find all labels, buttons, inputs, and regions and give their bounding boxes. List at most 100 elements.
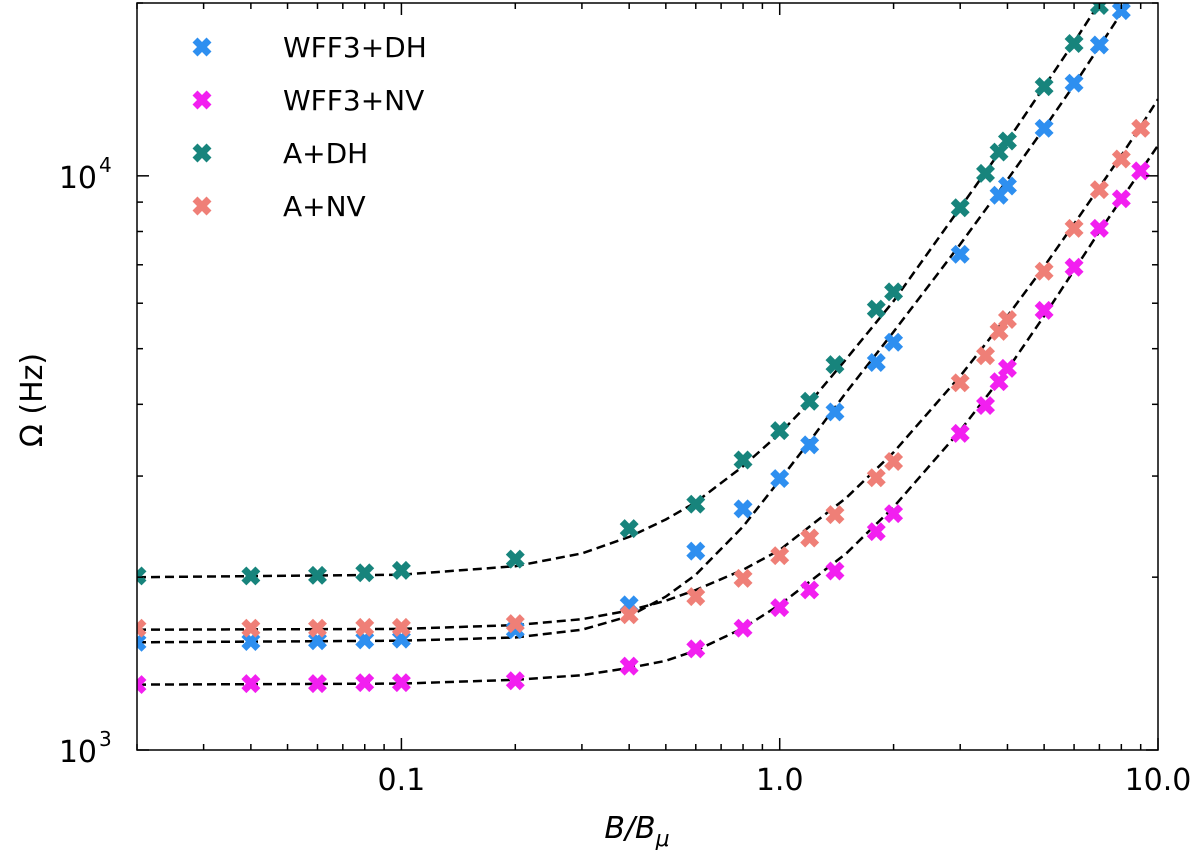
legend-marker-3 — [192, 196, 212, 216]
data-point-s2-2 — [308, 565, 327, 585]
data-point-s3-21 — [1111, 149, 1131, 169]
legend-label-2: A+DH — [283, 137, 368, 170]
data-point-s2-7 — [686, 494, 706, 514]
data-point-s1-22 — [1131, 161, 1151, 181]
data-point-s2-12 — [866, 299, 886, 319]
data-point-s2-9 — [770, 421, 790, 441]
data-point-s0-17 — [1034, 118, 1054, 138]
data-point-s1-0 — [137, 675, 147, 695]
data-point-s2-6 — [619, 519, 639, 539]
data-point-s0-10 — [800, 435, 820, 455]
data-point-s3-20 — [1089, 180, 1109, 200]
x-tick-label-0: 0.1 — [378, 763, 426, 798]
data-point-s3-1 — [241, 618, 261, 638]
data-point-s1-17 — [997, 358, 1017, 378]
y-tick-exp-1: 4 — [99, 153, 112, 177]
data-point-s3-4 — [391, 617, 411, 637]
data-point-s3-6 — [619, 605, 639, 625]
data-point-s3-10 — [800, 528, 820, 548]
data-point-s2-13 — [884, 282, 904, 302]
data-point-s0-16 — [997, 176, 1017, 196]
data-point-s1-8 — [733, 618, 753, 638]
legend-label-3: A+NV — [283, 190, 366, 223]
data-point-s0-0 — [137, 632, 147, 652]
legend-label-1: WFF3+NV — [283, 84, 424, 117]
data-point-s0-11 — [825, 402, 845, 422]
data-point-s1-1 — [241, 674, 261, 694]
data-point-s1-2 — [308, 674, 327, 694]
data-point-s0-18 — [1064, 73, 1084, 93]
x-tick-label-2: 10.0 — [1125, 763, 1192, 798]
data-point-s1-9 — [770, 598, 790, 618]
data-point-s2-14 — [950, 198, 970, 218]
legend-marker-2 — [192, 143, 212, 163]
data-point-s3-3 — [355, 617, 375, 637]
data-point-s0-9 — [770, 469, 790, 489]
legend-marker-1 — [192, 90, 212, 110]
data-point-s0-8 — [733, 499, 753, 519]
data-point-s1-4 — [391, 673, 411, 693]
data-point-s1-11 — [825, 561, 845, 581]
data-point-s3-12 — [866, 468, 886, 488]
data-point-s1-5 — [505, 671, 525, 691]
data-point-s2-1 — [241, 566, 261, 586]
data-point-s0-13 — [884, 332, 904, 352]
legend-marker-0 — [192, 37, 212, 57]
data-point-s3-9 — [770, 546, 790, 566]
data-point-s0-7 — [686, 541, 706, 561]
data-point-s3-11 — [825, 505, 845, 525]
data-point-s2-17 — [997, 131, 1017, 151]
data-point-s3-13 — [884, 452, 904, 472]
data-point-s2-18 — [1034, 77, 1054, 97]
legend-label-0: WFF3+DH — [283, 31, 427, 64]
data-point-s3-5 — [505, 614, 525, 634]
data-point-s1-12 — [866, 522, 886, 542]
y-tick-label-1: 10 — [59, 161, 97, 196]
data-point-s2-15 — [976, 163, 995, 183]
data-point-s3-22 — [1131, 118, 1151, 138]
data-point-s1-6 — [619, 656, 639, 676]
data-point-s3-8 — [733, 568, 753, 588]
data-point-s3-2 — [308, 618, 327, 638]
y-axis-label: Ω (Hz) — [15, 353, 50, 447]
data-point-s3-17 — [997, 310, 1017, 330]
data-point-s2-19 — [1064, 34, 1084, 53]
data-point-s2-3 — [355, 563, 375, 583]
data-point-s2-5 — [505, 549, 525, 569]
data-point-s0-12 — [866, 353, 886, 372]
data-point-s3-19 — [1064, 218, 1084, 238]
data-point-s2-4 — [391, 560, 411, 580]
data-point-s2-0 — [137, 566, 147, 586]
data-point-s1-20 — [1089, 218, 1109, 238]
y-tick-exp-0: 3 — [99, 727, 112, 751]
data-point-s2-8 — [733, 450, 753, 470]
data-point-s1-3 — [355, 673, 375, 693]
data-markers — [137, 3, 1151, 695]
data-point-s1-15 — [976, 396, 995, 416]
data-point-s1-7 — [686, 639, 706, 659]
data-point-s2-10 — [800, 391, 820, 411]
data-point-s0-20 — [1111, 3, 1131, 21]
plot-frame — [136, 2, 1159, 751]
data-point-s1-14 — [950, 423, 970, 443]
data-point-s1-21 — [1111, 189, 1131, 209]
axis-ticks — [136, 2, 1159, 751]
data-point-s2-11 — [825, 355, 845, 375]
legend: WFF3+DH WFF3+NV A+DH A+NV — [192, 31, 427, 223]
x-axis-label: B/Bμ — [604, 811, 669, 850]
plot-area — [137, 3, 1158, 750]
data-point-s3-0 — [137, 618, 147, 638]
y-tick-label-0: 10 — [59, 735, 97, 770]
data-point-s3-18 — [1034, 261, 1054, 281]
x-tick-label-1: 1.0 — [756, 763, 804, 798]
data-point-s1-19 — [1064, 257, 1084, 277]
data-point-s0-19 — [1089, 35, 1109, 55]
data-point-s3-15 — [976, 346, 995, 366]
data-point-s1-10 — [800, 580, 820, 600]
data-point-s1-18 — [1034, 300, 1054, 320]
data-point-s0-14 — [950, 244, 970, 264]
data-point-s3-14 — [950, 373, 970, 393]
data-point-s1-13 — [884, 504, 904, 524]
